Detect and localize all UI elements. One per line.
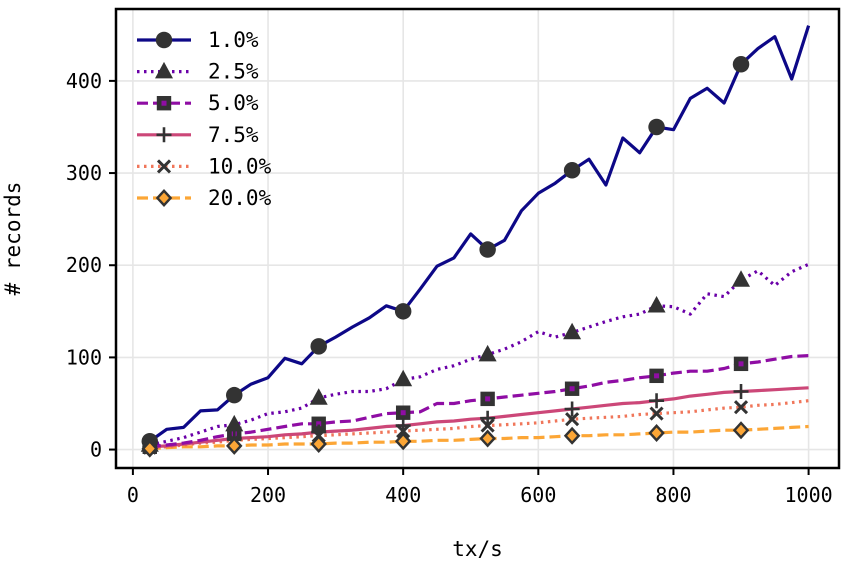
series-line-2 <box>149 262 810 447</box>
series-layer <box>148 25 811 451</box>
y-axis-title: # records <box>1 182 25 296</box>
legend-marker <box>156 127 172 143</box>
data-point-marker-inner <box>569 386 575 392</box>
data-point-marker <box>480 410 496 426</box>
legend-marker <box>155 61 173 79</box>
data-point-marker-inner <box>482 433 493 444</box>
x-tick-label: 200 <box>250 483 286 507</box>
data-point-marker <box>396 424 411 439</box>
series-line-4 <box>149 386 809 449</box>
series-line-5 <box>149 399 809 450</box>
data-point-marker-inner <box>654 373 660 379</box>
y-tick-label: 100 <box>66 345 102 369</box>
legend-label: 7.5% <box>208 123 259 147</box>
x-tick-label: 0 <box>127 483 139 507</box>
series-line-1 <box>148 25 811 443</box>
y-tick-label: 300 <box>66 161 102 185</box>
data-point-marker <box>478 344 497 362</box>
marker-layer <box>140 56 751 458</box>
data-point-marker <box>733 384 749 399</box>
data-point-marker <box>565 412 580 427</box>
data-point-marker <box>563 322 582 340</box>
x-tick-label: 600 <box>520 483 556 507</box>
y-tick-label: 200 <box>66 253 102 277</box>
y-tick-label: 400 <box>66 69 102 93</box>
legend-label: 2.5% <box>208 60 259 84</box>
legend-label: 20.0% <box>208 186 272 210</box>
x-tick-label: 1000 <box>785 483 833 507</box>
x-axis-title: tx/s <box>452 537 503 561</box>
data-point-marker <box>394 369 413 387</box>
data-point-marker-inner <box>485 396 491 402</box>
data-point-marker <box>394 303 412 320</box>
data-point-marker-inner <box>398 435 409 447</box>
data-point-marker-inner <box>400 410 406 416</box>
data-point-marker-inner <box>316 421 322 427</box>
data-point-marker <box>732 56 750 73</box>
data-point-marker <box>225 386 243 404</box>
legend-marker <box>156 159 172 174</box>
data-point-marker-inner <box>736 424 746 436</box>
data-point-marker <box>480 418 495 433</box>
x-tick-label: 400 <box>385 483 421 507</box>
data-point-marker-inner <box>313 438 324 450</box>
data-point-marker <box>564 401 580 417</box>
data-point-marker <box>649 393 665 409</box>
data-point-marker-inner <box>567 430 578 442</box>
legend-marker-inner <box>159 192 169 204</box>
data-point-marker <box>479 241 496 258</box>
data-point-marker <box>732 270 751 287</box>
data-point-marker <box>563 162 581 179</box>
legend-label: 5.0% <box>208 91 259 115</box>
data-point-marker <box>309 388 328 405</box>
data-point-marker-inner <box>229 440 240 452</box>
series-line-3 <box>149 354 809 449</box>
series-line-6 <box>149 424 809 451</box>
legend-label: 1.0% <box>208 28 259 52</box>
plot-frame <box>114 7 841 470</box>
data-point-marker <box>649 406 664 421</box>
data-point-marker-inner <box>651 427 662 439</box>
ticks: 0 200 400 600 800 1000 0 100 200 300 400 <box>66 69 833 507</box>
data-point-marker <box>647 296 666 313</box>
data-point-marker <box>733 400 749 415</box>
y-tick-label: 0 <box>90 438 102 462</box>
legend-marker <box>155 31 173 49</box>
legend-label: 10.0% <box>208 154 272 178</box>
legend-marker-inner <box>161 100 167 106</box>
x-tick-label: 800 <box>655 483 691 507</box>
data-point-marker <box>648 118 665 136</box>
data-point-marker <box>310 338 327 355</box>
data-point-marker-inner <box>738 361 744 367</box>
legend: 1.0% 2.5% 5.0% 7.5% 10.0% 20.0% <box>137 28 272 210</box>
data-point-marker-inner <box>144 443 155 455</box>
